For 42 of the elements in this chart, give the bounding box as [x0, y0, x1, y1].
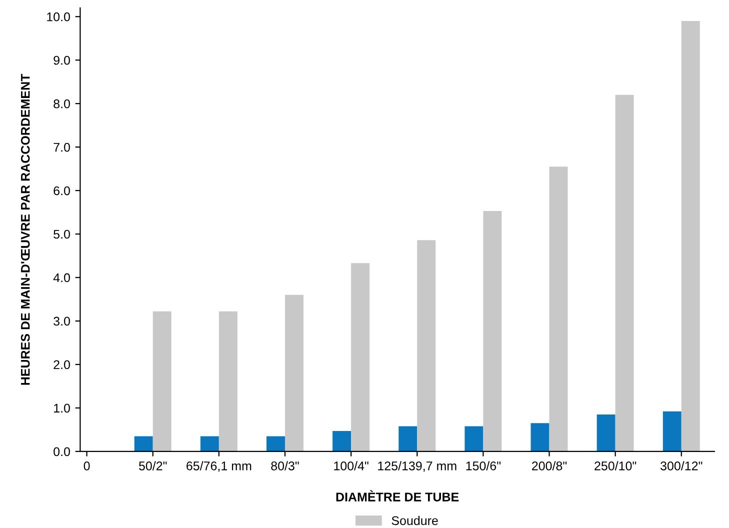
bar — [200, 436, 219, 452]
bar — [134, 436, 153, 452]
bar — [549, 166, 568, 452]
y-tick-label: 8.0 — [54, 99, 70, 108]
bar — [398, 426, 418, 452]
x-tick-label: 50/2" — [138, 461, 167, 470]
y-tick-label: 5.0 — [54, 230, 70, 239]
y-tick-label: 9.0 — [54, 56, 70, 65]
bar — [483, 210, 502, 452]
y-tick-label: 7.0 — [54, 142, 70, 152]
bar — [152, 311, 172, 452]
bar — [218, 311, 238, 452]
y-tick-label: 1.0 — [54, 404, 70, 413]
bar — [351, 263, 370, 452]
x-tick-label: 80/3" — [271, 461, 299, 470]
x-tick-label: 250/10" — [594, 461, 636, 470]
bar — [596, 414, 616, 452]
bar — [266, 436, 285, 452]
bar — [615, 94, 634, 452]
y-tick-label: 10.0 — [47, 12, 70, 22]
bar — [332, 431, 352, 452]
y-axis-title: HEURES DE MAIN-D'ŒUVRE PAR RACCORDEMENT — [20, 74, 30, 385]
y-tick-label: 0.0 — [54, 447, 70, 456]
x-tick-label: 150/6" — [466, 461, 501, 470]
y-tick-label: 2.0 — [54, 360, 70, 370]
y-tick-label: 3.0 — [54, 316, 70, 326]
x-tick-label: 125/139,7 mm — [378, 461, 456, 472]
bar — [284, 294, 304, 452]
x-tick-label: 300/12" — [660, 461, 702, 470]
y-tick-label: 6.0 — [54, 186, 70, 196]
legend-label: Soudure — [392, 516, 438, 526]
x-tick-label: 100/4" — [334, 461, 368, 470]
x-tick-label: 0 — [84, 461, 90, 470]
x-tick-label: 65/76,1 mm — [186, 461, 252, 472]
bar — [662, 411, 682, 452]
bar — [530, 423, 550, 452]
bar — [464, 426, 484, 452]
y-tick-label: 4.0 — [53, 273, 70, 282]
bar — [681, 20, 700, 452]
bar — [417, 240, 436, 452]
x-tick-label: 200/8" — [532, 461, 567, 470]
x-axis-title: DIAMÈTRE DE TUBE — [336, 490, 459, 502]
